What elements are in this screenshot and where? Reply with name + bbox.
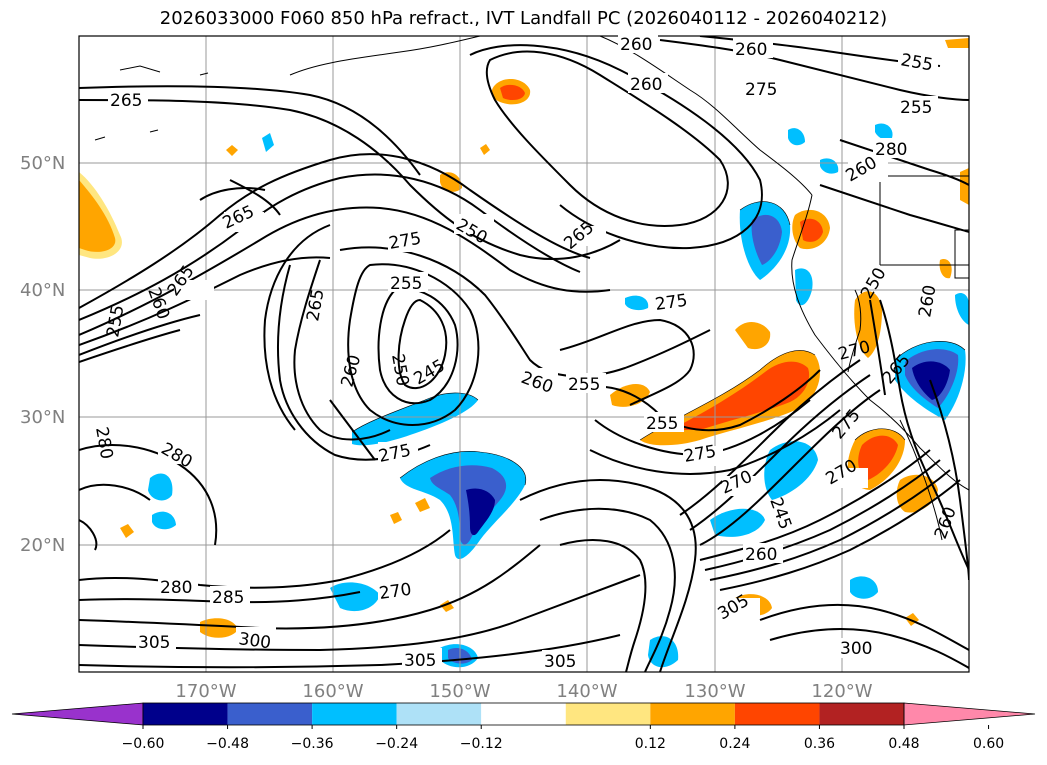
shade-orange — [440, 600, 454, 612]
shade-blue — [430, 465, 507, 545]
colorbar-segment — [819, 703, 904, 725]
shade-cyan — [955, 293, 969, 325]
colorbar: −0.60 −0.48 −0.36 −0.24 −0.12 0.12 0.24 0.36 0.4… — [11, 702, 1036, 752]
shade-cyan — [152, 511, 176, 530]
latitude-labels: 50°N 40°N 30°N 20°N — [20, 153, 65, 556]
shade-red — [800, 218, 823, 242]
contour-label: 260 — [735, 40, 767, 60]
contour-label: 300 — [237, 629, 272, 653]
contour-label: 255 — [900, 98, 932, 118]
shade-orange — [200, 618, 238, 638]
shade-orange — [415, 498, 430, 512]
lon-label-120w: 120°W — [811, 681, 872, 702]
contour-label: 280 — [160, 578, 192, 598]
contour-label: 305 — [544, 652, 576, 672]
grid-lines — [79, 36, 969, 672]
shade-cyan — [148, 473, 173, 501]
contour-label: 305 — [404, 651, 436, 671]
shade-cyan — [820, 158, 839, 174]
shade-cyan — [875, 123, 893, 140]
colorbar-segment — [143, 703, 228, 725]
lon-label-170w: 170°W — [175, 681, 236, 702]
refractivity-contours — [79, 36, 969, 672]
colorbar-tick-label: 0.12 — [635, 736, 666, 752]
shade-cyan — [788, 128, 805, 146]
colorbar-tick-label: −0.12 — [460, 736, 503, 752]
map-frame — [78, 35, 970, 673]
contour-label: 255 — [568, 375, 600, 395]
lat-label-20n: 20°N — [20, 535, 65, 556]
coastlines — [94, 36, 969, 541]
shade-cyan — [330, 582, 380, 612]
colorbar-segment — [565, 703, 651, 725]
colorbar-segment — [734, 703, 820, 725]
shade-orange — [226, 145, 238, 156]
lon-label-150w: 150°W — [429, 681, 490, 702]
shade-red — [670, 361, 810, 430]
contour-label: 270 — [378, 580, 413, 604]
shade-orange — [854, 291, 882, 358]
shading-outlines — [351, 201, 966, 486]
shade-orange — [735, 321, 771, 350]
contour-label: 300 — [840, 639, 872, 659]
lon-label-160w: 160°W — [302, 681, 363, 702]
colorbar-tick-label: −0.60 — [122, 736, 165, 752]
longitude-labels: 170°W 160°W 150°W 140°W 130°W 120°W — [175, 681, 872, 702]
lat-label-50n: 50°N — [20, 153, 65, 174]
shade-orange — [960, 168, 969, 205]
colorbar-segment — [481, 703, 566, 725]
colorbar-segment — [227, 703, 313, 725]
contour-label: 305 — [138, 633, 170, 653]
lat-label-30n: 30°N — [20, 407, 65, 428]
colorbar-segment — [650, 703, 735, 725]
shade-orange — [440, 172, 462, 192]
shade-cyan — [795, 268, 813, 306]
map-area — [79, 36, 969, 672]
shade-blue — [751, 214, 782, 265]
shade-orange — [79, 180, 116, 252]
colorbar-segment — [396, 703, 482, 725]
colorbar-outline — [142, 702, 905, 726]
contour-label: 260 — [620, 35, 652, 55]
map-title: 2026033000 F060 850 hPa refract., IVT La… — [159, 8, 888, 29]
contour-label: 280 — [875, 140, 907, 160]
colorbar-segment — [312, 703, 397, 725]
lon-label-140w: 140°W — [556, 681, 617, 702]
shade-orange — [905, 613, 919, 626]
shade-orange — [939, 259, 952, 279]
shade-red — [858, 435, 898, 480]
colorbar-tick-label: −0.36 — [291, 736, 334, 752]
colorbar-tick-label: −0.48 — [206, 736, 249, 752]
colorbar-extend-left — [11, 702, 144, 726]
colorbar-tick-label: 0.48 — [888, 736, 919, 752]
contour-label: 275 — [745, 80, 777, 100]
shade-orange — [480, 144, 490, 155]
contour-label: 260 — [745, 545, 777, 565]
contour-label: 255 — [646, 414, 678, 434]
shade-orange — [390, 512, 402, 524]
colorbar-tick-label: 0.60 — [973, 736, 1004, 752]
shade-orange — [945, 38, 969, 48]
contour-label: 260 — [630, 75, 662, 95]
colorbar-tick-label: 0.24 — [719, 736, 750, 752]
contour-label: 285 — [212, 588, 244, 608]
contour-label: 255 — [390, 274, 422, 294]
shade-darkblue — [466, 488, 495, 536]
lat-label-40n: 40°N — [20, 280, 65, 301]
colorbar-tick-label: 0.36 — [804, 736, 835, 752]
colorbar-extend-right — [903, 702, 1036, 726]
colorbar-tick-label: −0.24 — [375, 736, 418, 752]
contour-label: 275 — [654, 291, 689, 315]
shade-orange — [120, 524, 134, 538]
shade-red — [500, 84, 525, 101]
shade-cyan — [262, 133, 274, 152]
shade-cyan — [850, 576, 878, 599]
lon-label-130w: 130°W — [684, 681, 745, 702]
contour-label: 265 — [110, 91, 142, 111]
shade-cyan — [625, 295, 649, 311]
